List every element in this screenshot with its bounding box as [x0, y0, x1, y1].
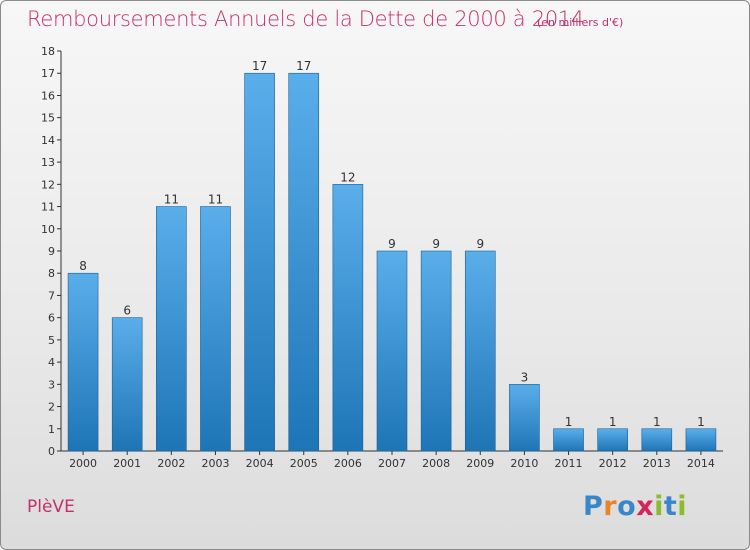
y-tick-label: 0: [48, 445, 55, 458]
bar-value-label: 1: [653, 415, 661, 429]
bar-value-label: 6: [123, 304, 131, 318]
y-tick-label: 1: [48, 423, 55, 436]
bar: [641, 428, 673, 452]
x-tick-label: 2011: [555, 457, 583, 470]
y-tick-label: 17: [41, 67, 55, 80]
bar: [156, 206, 187, 452]
y-tick-label: 2: [48, 401, 55, 414]
bar: [553, 428, 584, 452]
y-tick-label: 5: [48, 334, 55, 347]
bar-value-label: 9: [476, 237, 484, 251]
y-tick-label: 7: [48, 289, 55, 302]
logo-letter: x: [636, 491, 655, 522]
x-tick-label: 2004: [246, 457, 274, 470]
bar: [111, 317, 143, 452]
chart-unit: (en milliers d'€): [537, 16, 624, 29]
y-tick-label: 8: [48, 267, 55, 280]
logo-letter: r: [603, 491, 618, 522]
bar-value-label: 17: [296, 59, 311, 73]
bar-value-label: 1: [697, 415, 705, 429]
logo-letter: o: [617, 491, 637, 522]
bar-value-label: 8: [79, 259, 87, 273]
x-tick-label: 2008: [422, 457, 450, 470]
bar-value-label: 11: [208, 193, 223, 207]
bar: [332, 184, 364, 452]
x-tick-label: 2014: [687, 457, 715, 470]
y-tick-label: 18: [41, 45, 55, 58]
y-tick-label: 15: [41, 112, 55, 125]
logo-letter: i: [654, 491, 664, 522]
logo-letter: i: [677, 491, 688, 522]
bar: [244, 72, 275, 452]
x-tick-label: 2007: [378, 457, 406, 470]
bar: [685, 428, 717, 452]
bar: [376, 250, 408, 452]
bar: [464, 250, 496, 452]
bar-value-label: 9: [432, 237, 440, 251]
bar: [67, 272, 99, 452]
bar-value-label: 11: [164, 193, 179, 207]
x-tick-label: 2006: [334, 457, 362, 470]
bar-value-label: 1: [565, 415, 573, 429]
y-tick-label: 9: [48, 245, 55, 258]
x-tick-label: 2000: [69, 457, 97, 470]
x-tick-label: 2002: [157, 457, 185, 470]
bar: [288, 72, 320, 452]
x-tick-label: 2001: [113, 457, 141, 470]
x-tick-label: 2013: [643, 457, 671, 470]
bar: [200, 206, 231, 452]
y-tick-label: 10: [41, 223, 55, 236]
bar-value-label: 12: [340, 170, 355, 184]
bar-value-label: 3: [521, 370, 529, 384]
y-tick-label: 12: [41, 178, 55, 191]
y-tick-label: 16: [41, 89, 55, 102]
bar-value-label: 1: [609, 415, 617, 429]
y-tick-label: 4: [48, 356, 55, 369]
x-tick-label: 2012: [599, 457, 627, 470]
x-tick-label: 2005: [290, 457, 318, 470]
bar: [597, 428, 628, 452]
x-tick-label: 2010: [510, 457, 538, 470]
bar-value-label: 9: [388, 237, 396, 251]
y-tick-label: 11: [41, 201, 55, 214]
y-tick-label: 14: [41, 134, 55, 147]
x-tick-label: 2009: [466, 457, 494, 470]
y-tick-label: 13: [41, 156, 55, 169]
logo-letter: P: [583, 491, 604, 522]
proxiti-logo[interactable]: Proxiti: [583, 491, 687, 522]
bar: [420, 250, 452, 452]
x-tick-label: 2003: [201, 457, 229, 470]
bar: [509, 384, 540, 452]
y-tick-label: 3: [48, 378, 55, 391]
commune-name: PlèVE: [27, 497, 75, 517]
logo-letter: t: [663, 491, 678, 522]
y-tick-label: 6: [48, 312, 55, 325]
bar-value-label: 17: [252, 59, 267, 73]
chart-title: Remboursements Annuels de la Dette de 20…: [27, 7, 584, 31]
